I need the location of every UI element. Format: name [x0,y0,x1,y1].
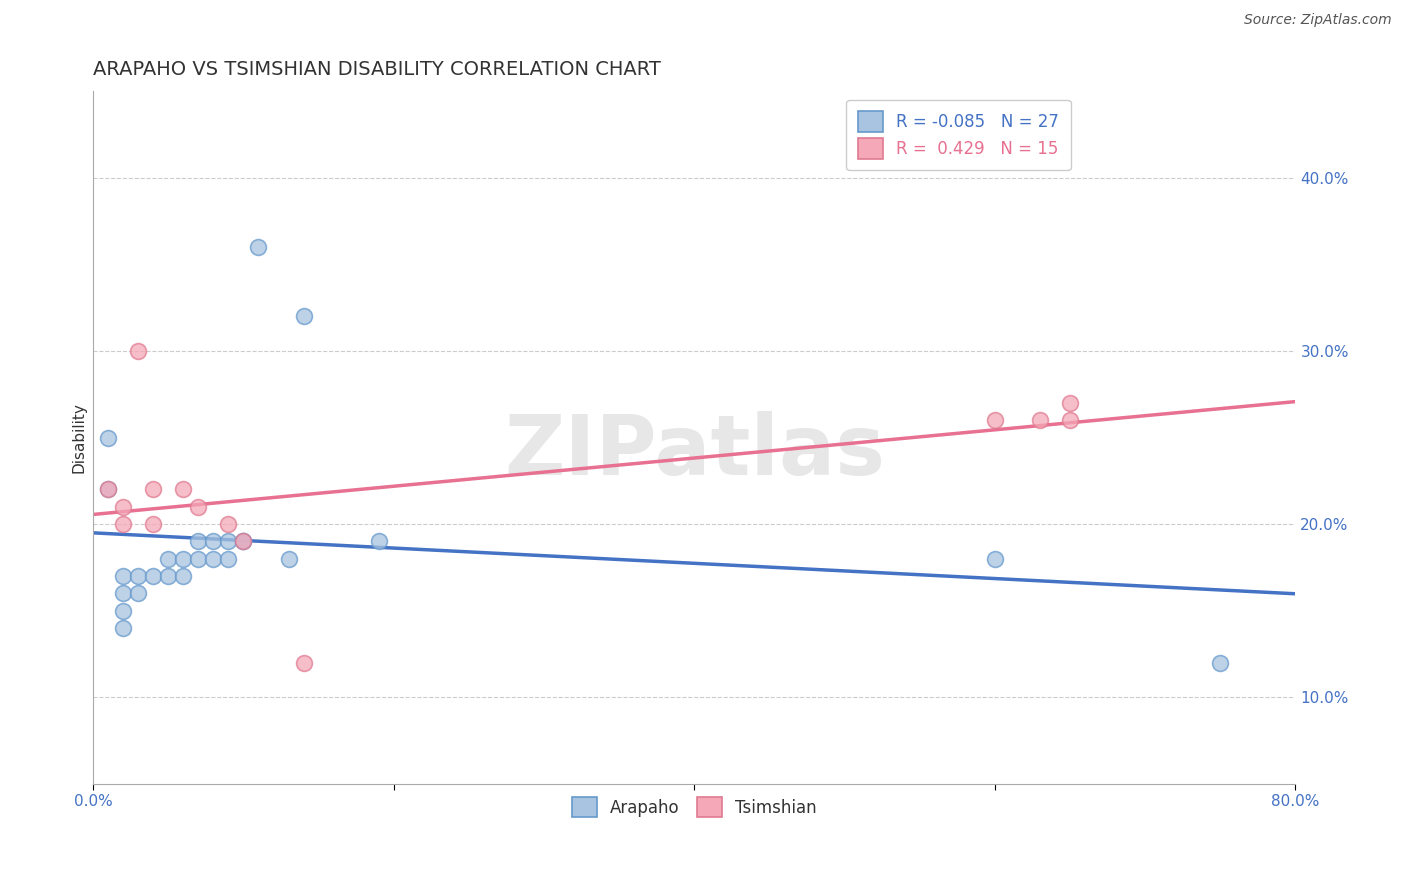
Point [217,534,239,549]
Point [232,534,254,549]
Point [217,551,239,566]
Point [217,517,239,532]
Point [97,430,120,444]
Point [142,483,165,497]
Text: Source: ZipAtlas.com: Source: ZipAtlas.com [1244,13,1392,28]
Point [112,517,135,532]
Point [127,343,149,358]
Point [187,534,209,549]
Point [202,551,225,566]
Point [142,569,165,583]
Point [112,500,135,514]
Point [172,551,194,566]
Point [112,621,135,635]
Point [187,551,209,566]
Point [127,569,149,583]
Text: ZIPatlas: ZIPatlas [503,411,884,491]
Point [157,551,180,566]
Point [187,500,209,514]
Point [202,534,225,549]
Point [247,240,270,254]
Point [984,413,1007,427]
Point [97,483,120,497]
Point [127,586,149,600]
Point [1209,656,1232,670]
Y-axis label: Disability: Disability [72,402,86,473]
Point [1059,396,1081,410]
Point [277,551,299,566]
Point [984,551,1007,566]
Point [292,310,315,324]
Point [112,569,135,583]
Point [367,534,389,549]
Point [1059,413,1081,427]
Point [172,483,194,497]
Point [97,483,120,497]
Point [232,534,254,549]
Text: ARAPAHO VS TSIMSHIAN DISABILITY CORRELATION CHART: ARAPAHO VS TSIMSHIAN DISABILITY CORRELAT… [93,60,661,78]
Point [142,517,165,532]
Point [112,604,135,618]
Point [232,534,254,549]
Point [112,586,135,600]
Point [172,569,194,583]
Point [157,569,180,583]
Point [1029,413,1052,427]
Point [292,656,315,670]
Legend: Arapaho, Tsimshian: Arapaho, Tsimshian [565,790,824,824]
